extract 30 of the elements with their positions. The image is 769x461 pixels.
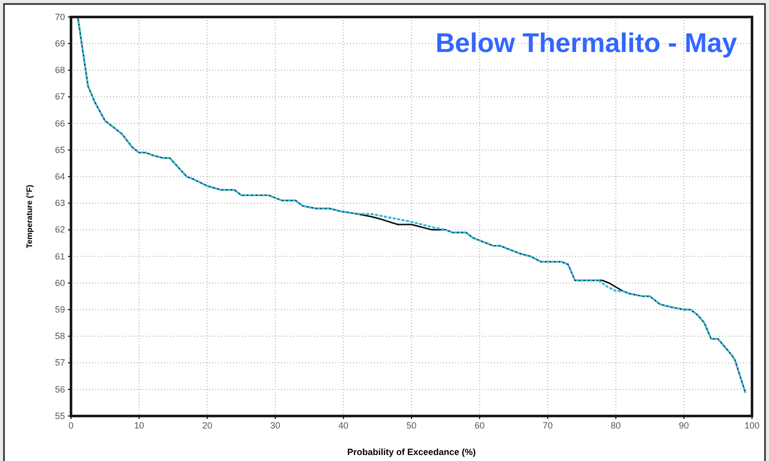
- y-axis-title: Temperature (°F): [25, 184, 34, 248]
- x-axis-title: Probability of Exceedance (%): [347, 447, 476, 457]
- y-tick-label: 58: [54, 331, 65, 342]
- x-tick-label: 10: [134, 420, 144, 430]
- x-tick-label: 60: [474, 420, 485, 430]
- x-tick-label: 30: [270, 420, 280, 430]
- y-tick-label: 59: [54, 304, 65, 314]
- y-tick-label: 64: [54, 171, 65, 182]
- y-tick-label: 57: [54, 358, 65, 368]
- y-tick-label: 65: [54, 144, 65, 155]
- x-tick-label: 100: [744, 420, 760, 430]
- x-tick-label: 40: [338, 420, 348, 430]
- y-tick-label: 69: [54, 38, 65, 48]
- x-tick-label: 0: [68, 420, 74, 430]
- x-tick-label: 80: [610, 420, 621, 430]
- x-tick-label: 90: [678, 420, 689, 430]
- y-tick-label: 55: [54, 410, 65, 421]
- y-tick-label: 66: [54, 118, 65, 128]
- x-tick-label: 20: [202, 420, 212, 430]
- x-tick-label: 70: [542, 420, 553, 430]
- y-tick-label: 67: [54, 92, 65, 102]
- y-tick-label: 60: [54, 278, 65, 288]
- chart-title: Below Thermalito - May: [435, 28, 737, 58]
- y-tick-label: 68: [54, 65, 65, 76]
- y-tick-label: 61: [54, 251, 65, 262]
- y-tick-label: 63: [54, 198, 65, 208]
- y-tick-label: 70: [54, 12, 65, 22]
- y-tick-label: 56: [54, 384, 65, 394]
- y-tick-label: 62: [54, 224, 65, 235]
- x-tick-label: 50: [406, 420, 417, 430]
